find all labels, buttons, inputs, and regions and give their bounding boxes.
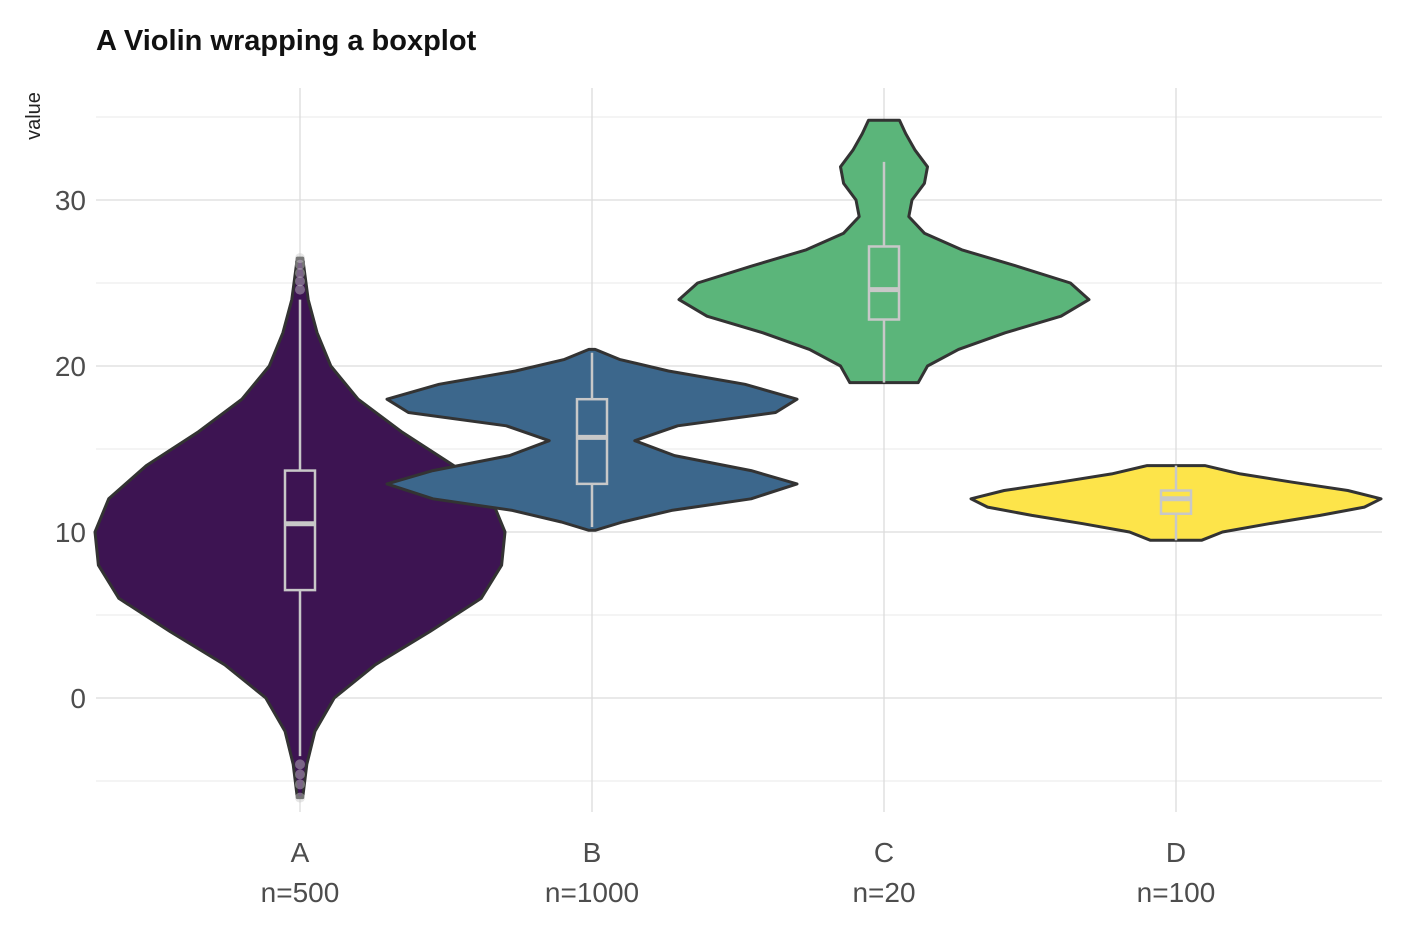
y-tick-label: 20	[55, 351, 86, 382]
y-axis-label: value	[23, 92, 45, 140]
y-axis-ticks: 0 10 20 30	[55, 185, 86, 714]
x-tick-label-B: B	[583, 837, 602, 868]
outlier-A	[295, 284, 305, 295]
y-tick-label: 0	[70, 683, 86, 714]
violin-group-C	[677, 118, 1091, 385]
outlier-A	[295, 259, 305, 270]
outlier-A	[295, 268, 305, 279]
x-tick-label-A: A	[291, 837, 310, 868]
box-D	[1159, 489, 1193, 515]
x-tick-label-D: D	[1166, 837, 1186, 868]
outlier-A	[295, 759, 305, 770]
box-A	[283, 469, 317, 592]
violin-group-D	[969, 464, 1383, 542]
outlier-A	[295, 792, 305, 803]
x-axis-ticks: An=500 Bn=1000 Cn=20 Dn=100	[261, 837, 1216, 908]
outlier-A	[295, 276, 305, 287]
box-B	[575, 397, 609, 486]
violin-A	[93, 256, 507, 800]
violin-C	[677, 118, 1091, 385]
violins	[93, 118, 1383, 803]
x-tick-count-D: n=100	[1137, 877, 1216, 908]
box-C	[867, 245, 901, 321]
x-tick-count-B: n=1000	[545, 877, 639, 908]
violin-D	[969, 464, 1383, 542]
outlier-A	[295, 769, 305, 780]
x-tick-count-C: n=20	[852, 877, 915, 908]
y-tick-label: 10	[55, 517, 86, 548]
violin-group-B	[385, 347, 799, 532]
chart-title: A Violin wrapping a boxplot	[96, 25, 477, 57]
outlier-A	[295, 779, 305, 790]
x-tick-label-C: C	[874, 837, 894, 868]
x-tick-count-A: n=500	[261, 877, 340, 908]
y-tick-label: 30	[55, 185, 86, 216]
outlier-A	[295, 253, 305, 264]
violin-group-A	[93, 253, 507, 803]
